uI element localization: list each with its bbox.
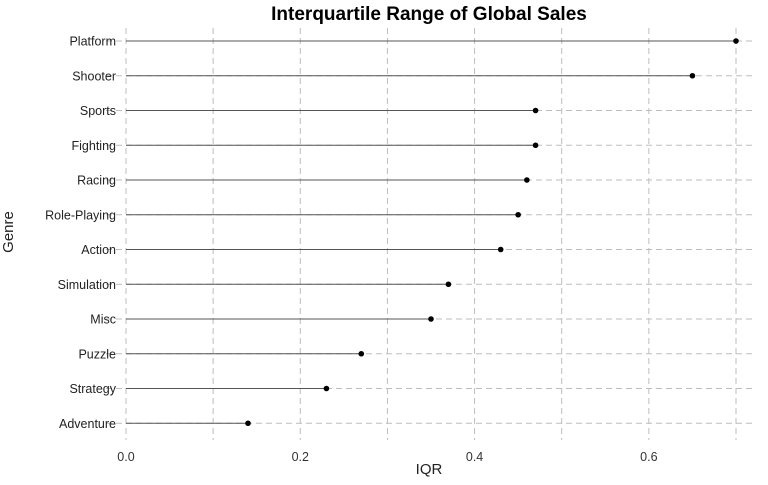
category-label-shooter: Shooter — [72, 69, 116, 83]
category-label-sports: Sports — [80, 104, 116, 118]
category-label-role-playing: Role-Playing — [45, 208, 116, 222]
category-label-strategy: Strategy — [69, 382, 116, 396]
x-tick-label-3: 0.6 — [640, 450, 657, 464]
point-shooter — [689, 72, 696, 79]
category-label-puzzle: Puzzle — [78, 347, 116, 361]
x-tick-label-2: 0.4 — [466, 450, 483, 464]
x-tick-label-1: 0.2 — [292, 450, 309, 464]
point-sports — [532, 107, 539, 114]
point-simulation — [445, 281, 452, 288]
point-strategy — [323, 385, 330, 392]
category-label-action: Action — [81, 243, 116, 257]
category-label-misc: Misc — [90, 313, 116, 327]
x-axis-title: IQR — [416, 461, 443, 478]
category-label-racing: Racing — [77, 174, 116, 188]
point-misc — [428, 316, 434, 322]
chart-title: Interquartile Range of Global Sales — [271, 4, 587, 25]
point-puzzle — [358, 350, 365, 357]
category-label-simulation: Simulation — [58, 278, 116, 292]
point-role-playing — [515, 211, 521, 218]
point-racing — [524, 177, 530, 183]
category-label-platform: Platform — [69, 35, 116, 49]
y-axis-title: Genre — [0, 211, 17, 253]
category-labels: Platform Shooter Sports Fighting Racing Role-… — [45, 35, 117, 431]
x-tick-label-0: 0.0 — [117, 450, 134, 464]
point-fighting — [532, 142, 539, 149]
grid-lines — [106, 28, 752, 440]
x-tick-labels: 0.0 0.2 0.4 0.6 — [117, 450, 657, 464]
category-label-fighting: Fighting — [72, 139, 117, 153]
point-platform — [733, 38, 739, 44]
point-adventure — [245, 420, 251, 427]
point-action — [497, 246, 504, 253]
lollipop-marks — [126, 38, 739, 427]
category-label-adventure: Adventure — [59, 417, 116, 431]
